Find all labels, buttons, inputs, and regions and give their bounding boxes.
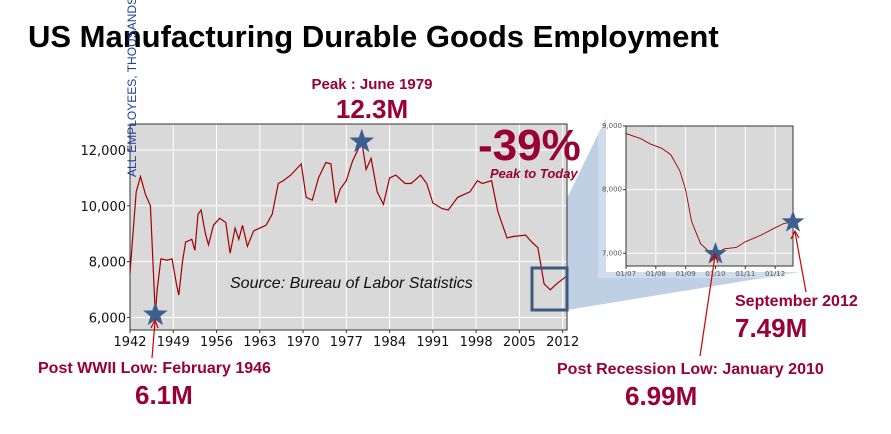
plot-border	[625, 125, 794, 267]
inset-chart: 01/07 01/08 01/09 01/10 01/11 01/12 7,000 8,000…	[602, 122, 805, 278]
arrow-icon	[699, 255, 716, 357]
y-tick-label: 9,000	[602, 122, 622, 130]
y-axis-label: ALL EMPLOYEES, THOUSANDS	[125, 0, 139, 177]
y-tick-label: 12,000	[81, 144, 127, 159]
arrow-icon	[150, 318, 159, 329]
star-icon	[143, 301, 168, 326]
y-tick-label: 8,000	[89, 256, 126, 271]
x-tick-label: 01/11	[735, 270, 755, 278]
recession-low-label: Post Recession Low: January 2010	[557, 361, 824, 378]
wwii-low-label: Post WWII Low: February 1946	[38, 360, 271, 377]
change-percent: -39%	[478, 121, 581, 170]
plot-border	[129, 123, 568, 331]
series-line	[129, 139, 568, 315]
x-tick-label: 1991	[416, 335, 449, 350]
x-tick-label: 01/12	[765, 270, 785, 278]
x-tick-label: 1963	[243, 335, 276, 350]
y-tick-label: 7,000	[602, 249, 622, 257]
x-tick-label: 1942	[113, 335, 146, 350]
change-label: Peak to Today	[490, 166, 578, 181]
y-tick-label: 6,000	[89, 311, 126, 326]
star-icon	[781, 210, 805, 232]
star-icon	[704, 241, 727, 264]
x-tick-label: 1970	[287, 335, 320, 350]
x-tick-label: 1984	[373, 335, 406, 350]
zoom-connector	[533, 118, 800, 310]
x-tick-label: 1956	[200, 335, 233, 350]
recession-low-value: 6.99M	[625, 381, 697, 411]
plot-area	[626, 126, 793, 266]
arrow-icon	[151, 321, 156, 359]
star-icon	[349, 128, 375, 153]
chart-title: US Manufacturing Durable Goods Employmen…	[28, 19, 719, 54]
x-tick-label: 1977	[330, 335, 363, 350]
zoom-box	[530, 266, 569, 312]
y-tick-label: 8,000	[602, 186, 622, 194]
x-tick-label: 1998	[460, 335, 493, 350]
y-tick-label: 10,000	[81, 200, 127, 215]
sep2012-label: September 2012	[735, 293, 858, 310]
plot-area	[130, 124, 567, 330]
source-text: Source: Bureau of Labor Statistics	[230, 275, 473, 292]
arrow-icon	[794, 231, 807, 293]
peak-label: Peak : June 1979	[312, 76, 433, 93]
main-chart: 1942 1949 1956 1963 1970 1977 1984 1991 1998 2005…	[81, 123, 579, 350]
x-tick-label: 2005	[503, 335, 536, 350]
peak-value: 12.3M	[336, 94, 408, 124]
arrow-icon	[790, 229, 800, 240]
series-line	[625, 133, 794, 255]
x-tick-label: 2012	[546, 335, 579, 350]
wwii-low-value: 6.1M	[135, 380, 193, 410]
x-tick-label: 01/08	[646, 270, 666, 278]
arrow-icon	[709, 252, 719, 264]
sep2012-value: 7.49M	[735, 313, 807, 343]
x-tick-label: 01/07	[616, 270, 636, 278]
x-tick-label: 1949	[157, 335, 190, 350]
x-tick-label: 01/09	[676, 270, 696, 278]
x-tick-label: 01/10	[705, 270, 725, 278]
